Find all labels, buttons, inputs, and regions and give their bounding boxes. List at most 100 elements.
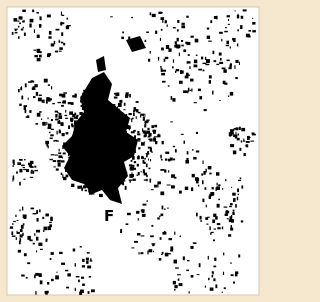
speckle (219, 100, 220, 101)
speckle (27, 262, 30, 264)
speckle (189, 291, 190, 293)
speckle (208, 278, 210, 280)
speckle (78, 280, 80, 283)
speckle (37, 12, 39, 14)
speckle (173, 59, 174, 62)
speckle (228, 24, 230, 25)
speckle (131, 150, 135, 152)
speckle (49, 31, 52, 35)
speckle (114, 97, 118, 99)
speckle (183, 49, 186, 52)
speckle (235, 273, 238, 276)
speckle (201, 57, 203, 60)
speckle (23, 167, 25, 168)
speckle (110, 139, 112, 141)
speckle (102, 107, 105, 108)
speckle (63, 153, 66, 155)
speckle (87, 266, 91, 269)
speckle (170, 246, 173, 250)
speckle (148, 147, 152, 149)
speckle (33, 96, 36, 98)
speckle (58, 152, 61, 154)
speckle (157, 217, 160, 219)
speckle (76, 276, 80, 277)
speckle (237, 44, 238, 47)
speckle (140, 252, 143, 254)
speckle (34, 275, 36, 279)
speckle (82, 93, 83, 96)
speckle (191, 275, 194, 278)
speckle (125, 186, 127, 190)
speckle (86, 261, 88, 264)
speckle (149, 249, 153, 252)
speckle (101, 175, 105, 178)
speckle (142, 128, 143, 131)
speckle (213, 51, 215, 54)
speckle (42, 217, 44, 219)
speckle (209, 226, 210, 230)
speckle (234, 65, 235, 69)
speckle (19, 182, 21, 186)
speckle (239, 62, 240, 65)
speckle (57, 131, 58, 135)
speckle (105, 121, 108, 123)
speckle (19, 16, 23, 19)
speckle (18, 89, 20, 92)
speckle (216, 172, 219, 176)
speckle (66, 132, 69, 134)
speckle (161, 48, 164, 51)
speckle (224, 31, 228, 33)
speckle (114, 184, 118, 187)
speckle (231, 187, 232, 188)
speckle (252, 22, 255, 25)
speckle (131, 247, 134, 248)
speckle (138, 218, 139, 221)
speckle (238, 194, 239, 195)
speckle (87, 92, 90, 96)
speckle (232, 38, 234, 41)
speckle (86, 131, 89, 133)
speckle (98, 91, 101, 92)
speckle (52, 103, 55, 104)
speckle (213, 266, 216, 268)
speckle (105, 87, 108, 91)
speckle (126, 134, 127, 137)
speckle (227, 218, 229, 219)
speckle (89, 111, 92, 113)
speckle (19, 159, 21, 160)
speckle (233, 200, 234, 202)
speckle (32, 87, 36, 90)
speckle (24, 159, 26, 160)
speckle (28, 163, 30, 165)
speckle (12, 32, 14, 35)
speckle (161, 29, 163, 31)
speckle (34, 29, 35, 33)
speckle (147, 200, 148, 202)
speckle (46, 122, 47, 125)
speckle (226, 41, 229, 44)
speckle (72, 143, 73, 145)
speckle (70, 118, 73, 122)
speckle (110, 158, 111, 159)
speckle (107, 157, 109, 161)
speckle (110, 16, 113, 17)
speckle (132, 156, 135, 160)
speckle (37, 113, 41, 117)
speckle (122, 132, 124, 136)
speckle (150, 235, 154, 237)
speckle (213, 214, 216, 218)
speckle (16, 171, 18, 173)
speckle (19, 209, 20, 211)
speckle (233, 282, 235, 284)
speckle (123, 154, 125, 157)
speckle (21, 225, 24, 229)
speckle (96, 139, 100, 140)
speckle (118, 109, 120, 111)
speckle (230, 92, 233, 96)
speckle (75, 94, 77, 97)
speckle (126, 144, 128, 146)
speckle (75, 263, 76, 267)
speckle (145, 121, 146, 124)
map-image: F (0, 0, 267, 302)
speckle (186, 16, 188, 18)
